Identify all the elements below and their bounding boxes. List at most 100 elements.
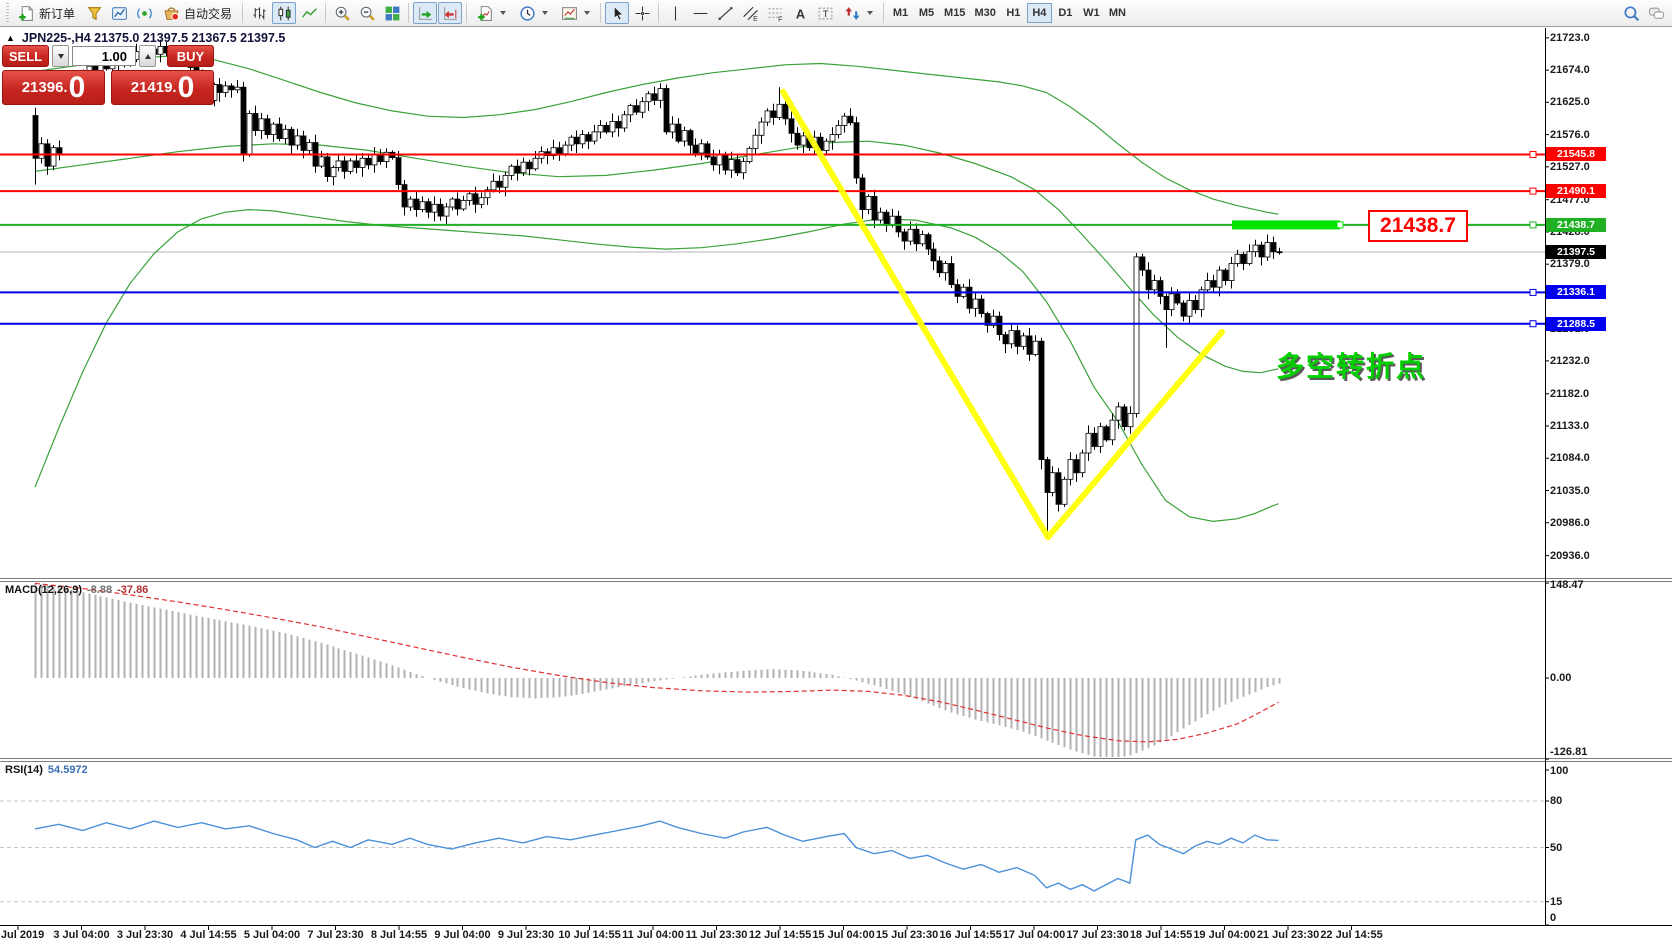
time-tick-label: 18 Jul 14:55 xyxy=(1129,929,1193,941)
price-tick-label: 20936.0 xyxy=(1550,549,1590,562)
volume-decrease-button[interactable] xyxy=(52,45,69,67)
breakout-highlight-bar[interactable] xyxy=(1232,220,1340,230)
autotrading-label: 自动交易 xyxy=(184,6,233,21)
crosshair-button[interactable] xyxy=(630,2,654,24)
timeframe-mn-button[interactable]: MN xyxy=(1108,7,1126,19)
chat-button[interactable] xyxy=(1644,2,1668,24)
toolbar-separator xyxy=(466,3,468,23)
horizontal-line-button[interactable] xyxy=(688,2,712,24)
zoom-in-button[interactable] xyxy=(330,2,354,24)
timeframe-h1-button[interactable]: H1 xyxy=(1006,7,1021,19)
svg-text:E: E xyxy=(753,15,758,21)
tile-windows-button[interactable] xyxy=(380,2,404,24)
sell-button[interactable]: SELL xyxy=(2,45,49,67)
text-label-button[interactable]: T xyxy=(813,2,837,24)
macd-pane[interactable] xyxy=(0,582,1545,758)
charts-button[interactable] xyxy=(107,2,131,24)
chart-candles-button[interactable] xyxy=(272,2,297,24)
time-tick-label: 11 Jul 23:30 xyxy=(685,929,748,941)
volume-input[interactable] xyxy=(72,46,136,66)
time-tick-label: 9 Jul 23:30 xyxy=(497,929,555,941)
timeframe-m1-button[interactable]: M1 xyxy=(892,7,909,19)
buy-price-button[interactable]: 21419. 0 xyxy=(111,70,214,105)
macd-scale-label: -126.81 xyxy=(1550,746,1588,758)
fibonacci-button[interactable]: F xyxy=(763,2,787,24)
line-handle[interactable] xyxy=(1336,221,1344,229)
equidistant-channel-icon: E xyxy=(742,6,758,22)
price-tick-label: 21133.0 xyxy=(1550,420,1590,433)
turning-point-annotation[interactable]: 多空转折点 xyxy=(1276,351,1427,382)
rsi-scale-label: 15 xyxy=(1550,895,1563,908)
line-chart-type-icon xyxy=(301,7,317,18)
new-order-button[interactable]: 新订单 xyxy=(12,2,81,24)
toolbar-separator xyxy=(325,3,327,23)
line-handle[interactable] xyxy=(1529,288,1537,296)
chart-shift-button[interactable] xyxy=(438,2,463,24)
chevron-down-icon xyxy=(867,11,874,15)
chart-bars-button[interactable] xyxy=(247,2,271,24)
sell-price-big-digit: 0 xyxy=(68,70,86,104)
channel-button[interactable]: E xyxy=(738,2,762,24)
one-click-trading-panel: SELL BUY 21396.0 21419.0 xyxy=(2,45,214,105)
search-icon xyxy=(1623,5,1639,21)
chart-title: ▲ JPN225-,H4 21375.0 21397.5 21367.5 213… xyxy=(6,31,285,45)
price-annotation-box[interactable]: 21438.7 xyxy=(1368,210,1468,243)
axis-price-badge: 21397.5 xyxy=(1546,245,1606,259)
line-handle[interactable] xyxy=(1529,150,1537,158)
arrows-button[interactable] xyxy=(838,2,879,24)
timeframe-d1-button[interactable]: D1 xyxy=(1058,7,1073,19)
sell-price-button[interactable]: 21396. 0 xyxy=(2,70,105,105)
collapse-arrow-icon[interactable]: ▲ xyxy=(6,33,15,43)
bollinger-lower-band xyxy=(34,208,1279,523)
auto-scroll-button[interactable] xyxy=(413,2,438,24)
profiles-button[interactable] xyxy=(82,2,106,24)
time-tick-label: 7 Jul 23:30 xyxy=(307,929,364,941)
price-tick-label: 21625.0 xyxy=(1550,96,1590,109)
price-tick-label: 21182.0 xyxy=(1550,387,1590,400)
periods-button[interactable] xyxy=(513,2,554,24)
timeframe-h4-button[interactable]: H4 xyxy=(1026,3,1052,23)
profiles-icon xyxy=(87,6,101,20)
signals-button[interactable] xyxy=(132,2,156,24)
timeframe-m5-button[interactable]: M5 xyxy=(918,7,935,19)
trendline-button[interactable] xyxy=(713,2,737,24)
price-tick-label: 21232.0 xyxy=(1550,354,1590,367)
yellow-v-trendline[interactable] xyxy=(780,88,1225,541)
autotrading-button[interactable]: 自动交易 xyxy=(157,2,238,24)
macd-scale-label: 148.47 xyxy=(1550,579,1584,591)
buy-button[interactable]: BUY xyxy=(167,45,214,67)
text-button[interactable]: A xyxy=(788,2,812,24)
volume-increase-button[interactable] xyxy=(139,45,156,67)
axis-price-badge: 21490.1 xyxy=(1546,184,1606,199)
indicators-button[interactable] xyxy=(471,2,512,24)
time-tick-label: 19 Jul 04:00 xyxy=(1193,929,1256,941)
time-tick-label: 15 Jul 23:30 xyxy=(875,929,939,941)
cursor-button[interactable] xyxy=(605,2,630,24)
time-tick-label: 9 Jul 04:00 xyxy=(434,929,491,941)
time-tick-label: 10 Jul 14:55 xyxy=(558,929,621,941)
zoom-out-icon xyxy=(360,6,375,21)
rsi-pane[interactable] xyxy=(0,762,1545,925)
timeframe-w1-button[interactable]: W1 xyxy=(1083,7,1100,19)
signal-radar-icon xyxy=(136,7,152,19)
line-handle[interactable] xyxy=(1529,187,1537,195)
line-handle[interactable] xyxy=(1529,320,1537,328)
time-tick-label: 17 Jul 04:00 xyxy=(1002,929,1066,941)
tile-windows-icon xyxy=(385,6,399,20)
main-chart-pane[interactable] xyxy=(0,28,1545,578)
search-button[interactable] xyxy=(1619,2,1643,24)
autotrading-icon xyxy=(164,6,180,21)
vertical-line-button[interactable] xyxy=(663,2,687,24)
templates-button[interactable] xyxy=(555,2,596,24)
cursor-arrow-icon xyxy=(613,5,624,20)
timeframe-m30-button[interactable]: M30 xyxy=(974,7,996,19)
axis-price-badge: 21336.1 xyxy=(1546,285,1606,300)
trendline-icon xyxy=(718,6,732,20)
timeframe-m15-button[interactable]: M15 xyxy=(944,7,966,19)
chart-line-button[interactable] xyxy=(297,2,321,24)
zoom-out-button[interactable] xyxy=(355,2,379,24)
line-handle[interactable] xyxy=(1529,221,1537,229)
time-tick-label: 15 Jul 04:00 xyxy=(812,929,875,941)
sell-price: 21396. xyxy=(21,79,68,96)
